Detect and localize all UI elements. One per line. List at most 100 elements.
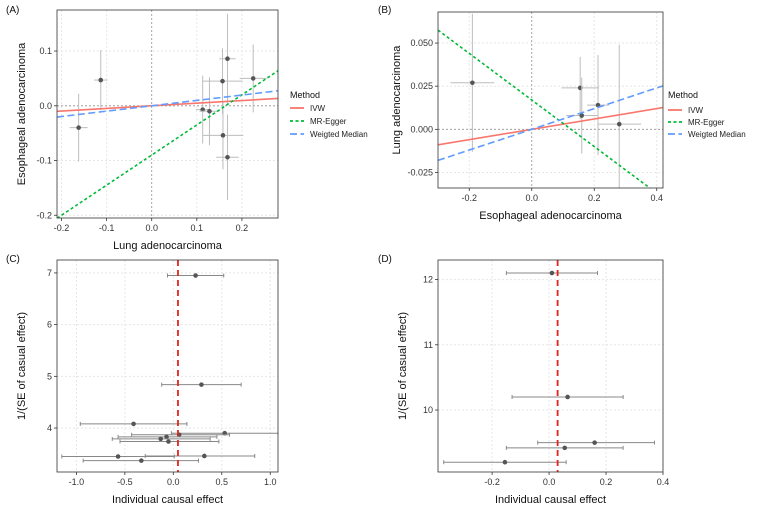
- panel-d-grid: [438, 260, 664, 472]
- panel-a-data-point: [98, 77, 104, 83]
- panel-b-data-point: [579, 113, 585, 118]
- panel-a-legend: Method IVW MR-Egger Weigted Median: [290, 90, 368, 139]
- panel-a-x-tick-label: 0.0: [145, 223, 158, 233]
- panel-a-axes: -0.2 -0.1 0.0 0.1 0.2 -0.2 -0.1 0.0 0.1: [36, 9, 279, 233]
- panel-d-y-tick-label: 11: [424, 340, 433, 350]
- panel-d-data-point: [562, 445, 568, 451]
- panel-a-data-point: [207, 108, 212, 114]
- panel-c-data-point: [115, 454, 121, 459]
- panel-c-data-point: [199, 382, 204, 387]
- panel-c-x-tick-label: 0.5: [216, 477, 229, 487]
- panel-a-x-tick-label: 0.1: [191, 223, 204, 233]
- panel-b-y-tick-label: 0.025: [410, 81, 433, 91]
- panel-d-x-tick-label: 0.0: [543, 477, 556, 487]
- panel-b-axes: -0.2 0.0 0.2 0.4 -0.025 0.000 0.025 0.050: [407, 11, 664, 203]
- panel-a-x-tick-label: -0.2: [54, 223, 70, 233]
- panel-a-reference-lines: [57, 10, 278, 218]
- panel-a-data-point: [225, 56, 230, 62]
- panel-a-y-tick-label: -0.2: [36, 210, 52, 220]
- panel-b-y-tick-label: 0.000: [410, 124, 433, 134]
- panel-a-fit-line-weigted-median: [57, 89, 278, 118]
- panel-a-grid: [57, 10, 278, 218]
- panel-d-data-point: [549, 270, 555, 276]
- panel-b-points: [450, 13, 642, 188]
- panel-b-fit-line-ivw: [438, 106, 663, 146]
- panel-d-tag: (D): [378, 254, 392, 265]
- panel-b-y-tick-label: 0.050: [410, 38, 433, 48]
- panel-a-y-tick-label: 0.1: [39, 46, 52, 56]
- panel-b-x-tick-label: 0.4: [650, 193, 663, 203]
- legend-a-title: Method: [290, 90, 320, 100]
- panel-d-y-axis-label: 1/(SE of casual effect): [397, 312, 409, 420]
- legend-a-ivw-label: IVW: [310, 104, 326, 113]
- legend-b-weighted-median-label: Weigted Median: [688, 130, 746, 139]
- panel-a-data-point: [250, 76, 256, 81]
- panel-a-data-point: [220, 78, 225, 84]
- panel-b-data-point: [616, 121, 622, 127]
- panel-c-x-axis-label: Individual causal effect: [112, 494, 223, 506]
- panel-a-data-point: [76, 125, 81, 130]
- panel-a-tag: (A): [6, 5, 19, 16]
- panel-d-x-tick-label: 0.2: [600, 477, 613, 487]
- panel-c-y-axis-label: 1/(SE of casual effect): [16, 312, 28, 420]
- panel-a-data-point: [220, 133, 226, 138]
- panel-a-fit-lines: [57, 70, 278, 218]
- panel-b-y-axis-label: Lung adenocarcinoma: [391, 45, 403, 155]
- panel-d-y-tick-label: 12: [423, 275, 433, 285]
- panel-a-points: [69, 13, 267, 200]
- panel-a-x-tick-label: -0.1: [99, 223, 115, 233]
- panel-b-fit-lines: [438, 29, 663, 188]
- panel-c-data-point: [139, 458, 144, 463]
- panel-d-data-point: [502, 459, 508, 465]
- legend-b-mr-egger-label: MR-Egger: [688, 118, 725, 127]
- panel-c-y-tick-label: 6: [47, 320, 52, 330]
- panel-a-fit-line-ivw: [57, 97, 278, 113]
- panel-c-data-point: [202, 453, 207, 459]
- panel-a-x-tick-label: 0.2: [236, 223, 249, 233]
- panel-c-y-tick-label: 5: [47, 371, 52, 381]
- panel-c-data-point: [193, 273, 198, 278]
- panel-b-x-axis-label: Esophageal adenocarcinoma: [479, 210, 622, 222]
- panel-c-data-point: [164, 434, 169, 440]
- panel-b-fit-line-mr-egger: [438, 29, 652, 188]
- panel-b-x-tick-label: -0.2: [461, 193, 477, 203]
- panel-d-axes: -0.2 0.0 0.2 0.4 10 11 12: [423, 259, 670, 487]
- legend-b-ivw-label: IVW: [688, 106, 704, 115]
- panel-b-y-tick-label: -0.025: [407, 167, 433, 177]
- panel-c-x-tick-label: -1.0: [69, 477, 85, 487]
- legend-a-mr-egger-label: MR-Egger: [310, 117, 347, 126]
- panel-c-grid: [57, 260, 278, 472]
- panel-d-x-axis-label: Individual causal effect: [495, 494, 606, 506]
- panel-c-x-tick-label: -0.5: [117, 477, 133, 487]
- panel-a-x-axis-label: Lung adenocarcinoma: [113, 240, 223, 252]
- legend-b-title: Method: [668, 90, 698, 100]
- panel-a-y-tick-label: 0.0: [39, 101, 52, 111]
- panel-b-data-point: [470, 80, 475, 86]
- panel-c-data-point: [166, 439, 171, 444]
- panel-d-data-point: [565, 394, 570, 400]
- panel-c-y-tick-label: 7: [47, 268, 52, 278]
- panel-c-border: [56, 259, 279, 473]
- panel-a-y-axis-label: Esophageal adenocarcinoma: [16, 42, 28, 185]
- panel-c-x-tick-label: 0.0: [167, 477, 180, 487]
- panel-c-axes: -1.0 -0.5 0.0 0.5 1.0 4 5 6 7: [47, 259, 279, 487]
- panel-b-fit-line-weigted-median: [438, 85, 663, 162]
- panel-a-border: [56, 9, 279, 219]
- panel-b-reference-lines: [438, 12, 663, 188]
- panel-b-x-tick-label: 0.0: [525, 193, 538, 203]
- panel-c-x-tick-label: 1.0: [264, 477, 277, 487]
- panel-d-y-tick-label: 10: [423, 405, 433, 415]
- panel-c-tag: (C): [6, 254, 20, 265]
- panel-b-border: [437, 11, 664, 189]
- panel-a-data-point: [225, 154, 230, 160]
- panel-d-x-tick-label: 0.4: [657, 477, 670, 487]
- panel-c-data-point: [158, 436, 164, 442]
- panel-d-border: [437, 259, 664, 473]
- panel-a-fit-line-mr-egger: [57, 70, 278, 218]
- panel-d-data-point: [592, 440, 597, 445]
- panel-b-grid: [438, 12, 663, 188]
- legend-a-weighted-median-label: Weigted Median: [310, 130, 368, 139]
- panel-a-y-tick-label: -0.1: [36, 156, 52, 166]
- panel-c-data-point: [131, 421, 136, 427]
